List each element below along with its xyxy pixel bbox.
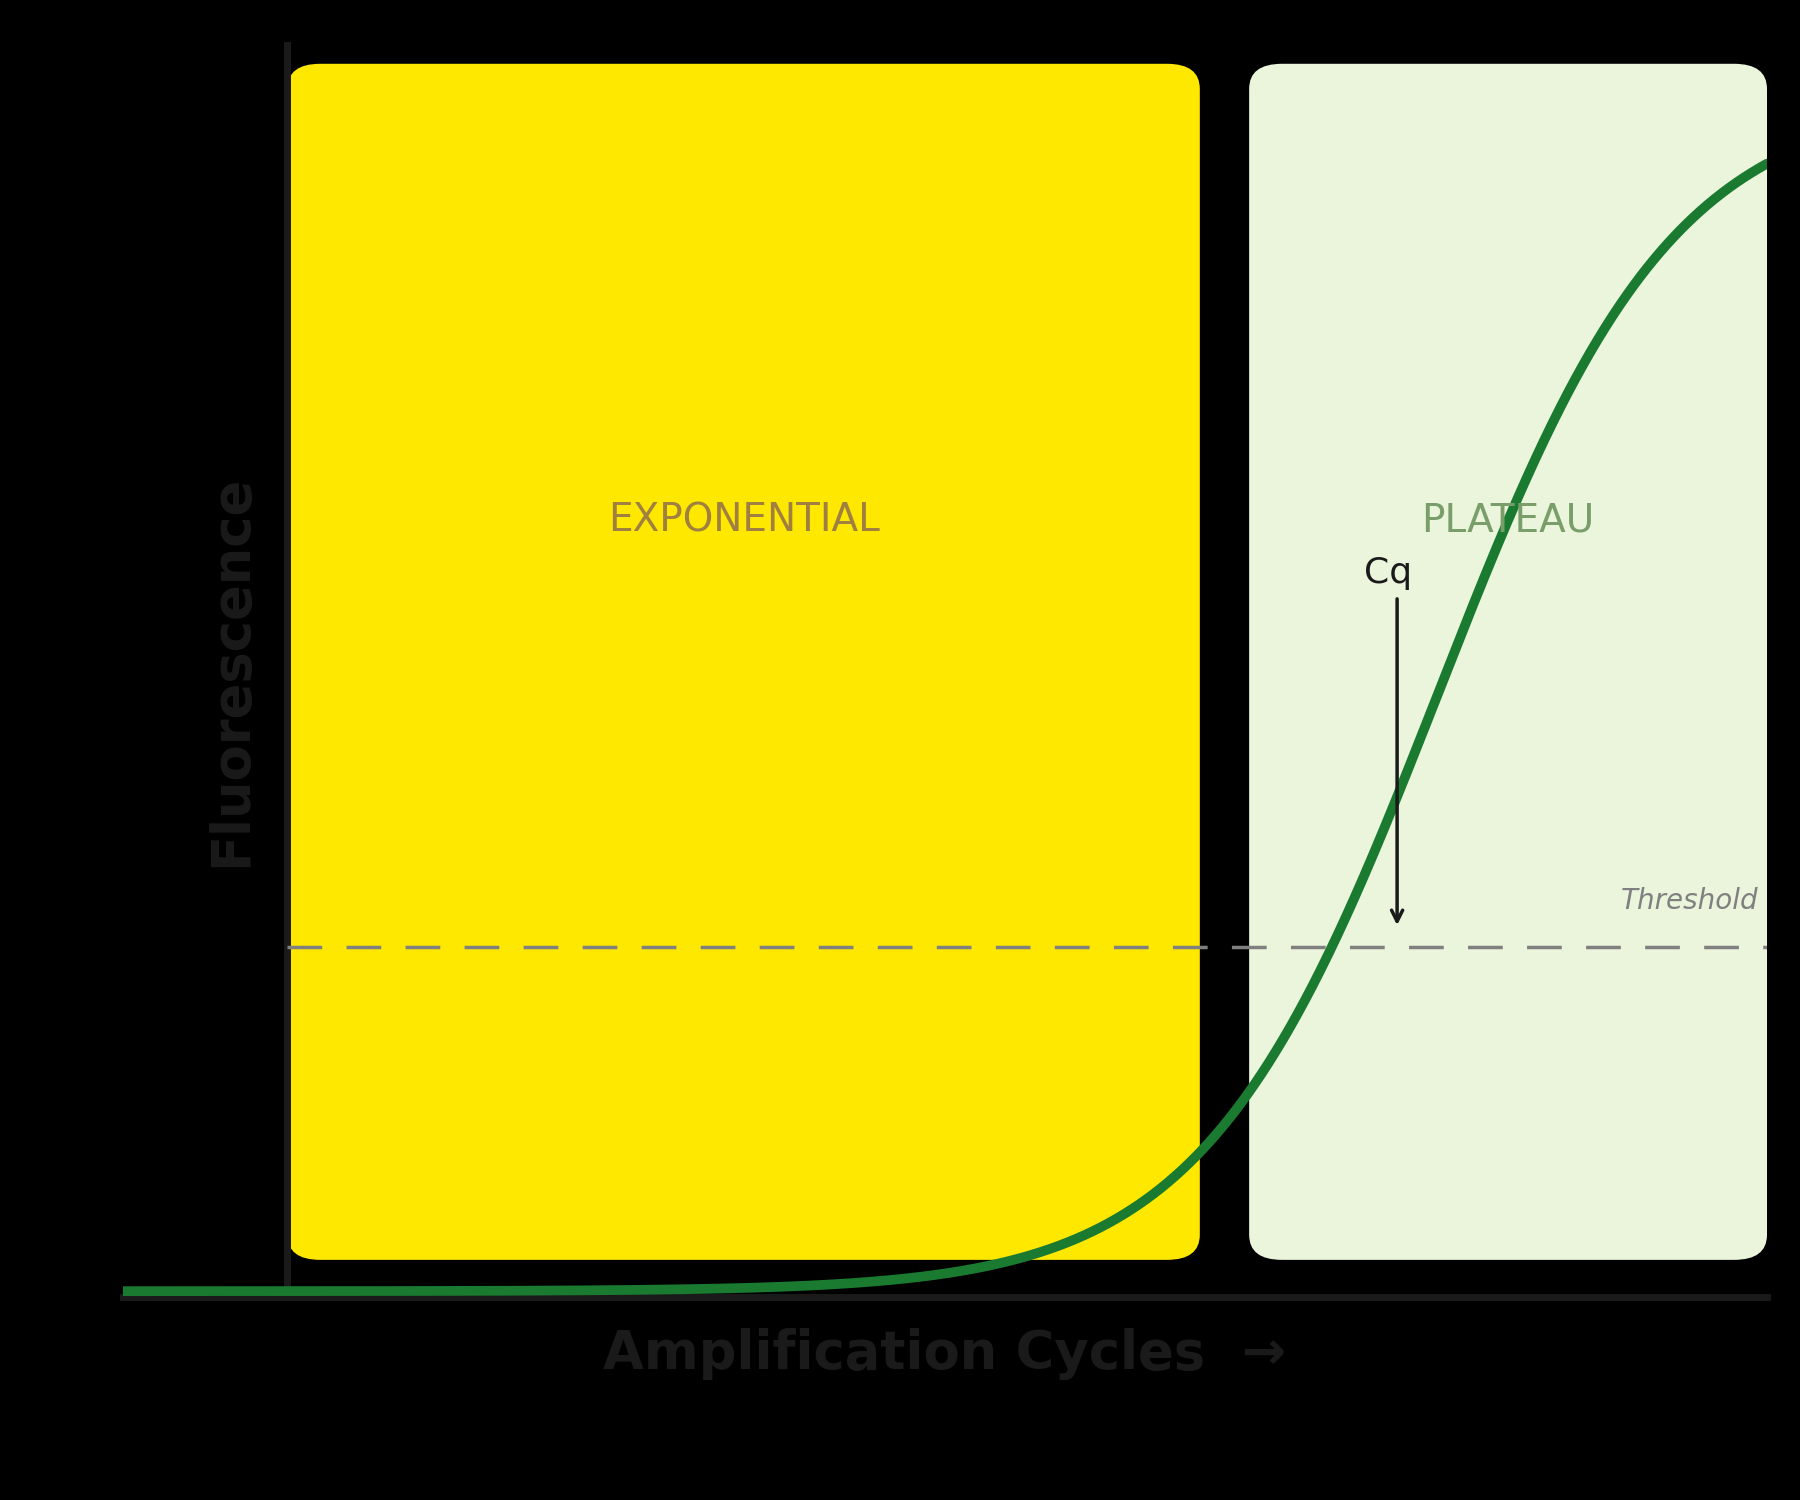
- Text: Threshold: Threshold: [1622, 888, 1759, 915]
- Text: EXPONENTIAL: EXPONENTIAL: [608, 503, 880, 540]
- Y-axis label: Fluorescence: Fluorescence: [205, 476, 257, 867]
- FancyBboxPatch shape: [1249, 64, 1768, 1260]
- Text: Cq: Cq: [1364, 556, 1413, 590]
- X-axis label: Amplification Cycles  →: Amplification Cycles →: [603, 1328, 1287, 1380]
- FancyBboxPatch shape: [288, 64, 1201, 1260]
- Text: PLATEAU: PLATEAU: [1422, 503, 1595, 540]
